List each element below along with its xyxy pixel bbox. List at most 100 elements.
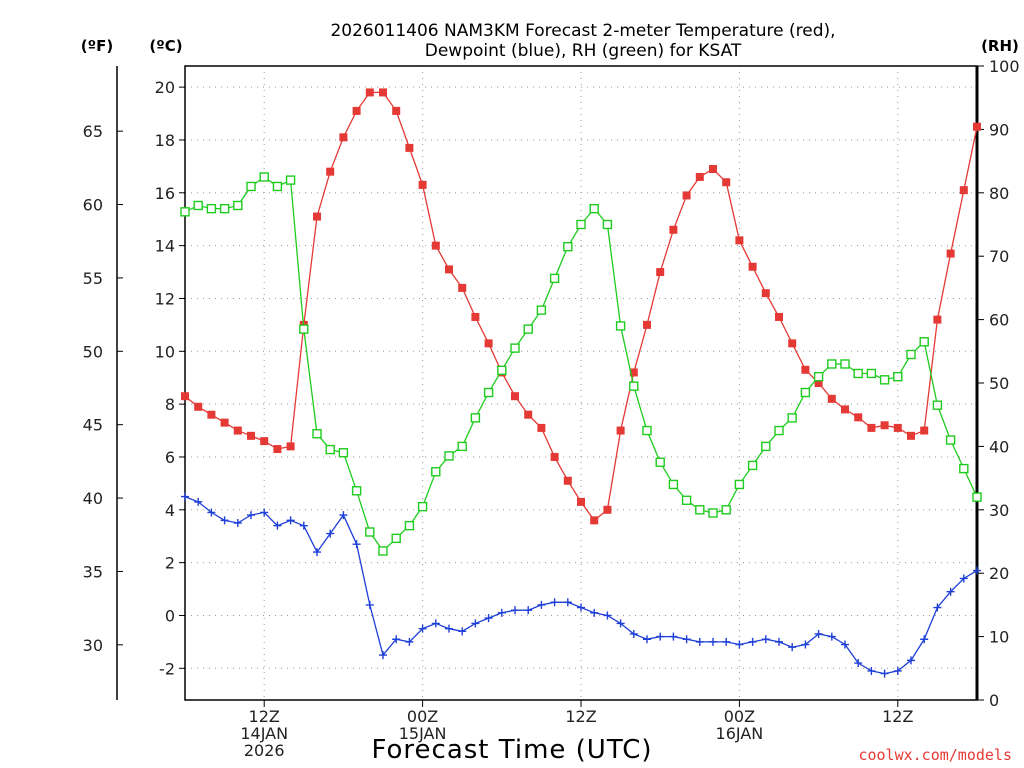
dewpoint-point: [365, 600, 374, 609]
rh-point: [853, 368, 863, 379]
rh-point: [510, 343, 520, 353]
rh-tick-label: 80: [989, 184, 1009, 203]
rh-point: [338, 448, 349, 458]
celsius-tick-label: 0: [165, 606, 175, 625]
dewpoint-point: [550, 598, 559, 607]
rh-point: [695, 505, 705, 515]
rh-point: [681, 495, 692, 505]
rh-point: [483, 387, 494, 398]
temperature-point: [880, 421, 889, 430]
dewpoint-point: [629, 629, 638, 638]
temperature-point: [590, 516, 599, 525]
dewpoint-point: [933, 603, 942, 612]
temperature-point: [233, 426, 242, 435]
temperature-point: [379, 88, 387, 97]
rh-point: [747, 460, 758, 471]
dewpoint-point: [458, 627, 467, 636]
rh-point: [536, 305, 547, 315]
rh-tick-label: 40: [989, 437, 1009, 456]
temperature-point: [959, 186, 968, 195]
temperature-point: [431, 241, 440, 250]
temperature-point: [841, 405, 849, 414]
dewpoint-point: [497, 608, 506, 617]
rh-point: [549, 273, 560, 284]
x-axis-title: Forecast Time (UTC): [371, 735, 652, 765]
rh-point: [813, 371, 824, 382]
rh-point: [734, 479, 745, 490]
rh-line: [184, 176, 978, 552]
rh-point: [457, 441, 467, 452]
rh-point: [431, 467, 441, 477]
rh-point: [417, 501, 428, 512]
rh-point: [945, 435, 956, 445]
dewpoint-point: [313, 548, 321, 557]
dewpoint-point: [431, 619, 440, 628]
rh-point: [879, 375, 890, 385]
dewpoint-point: [181, 492, 189, 501]
rh-tick-label: 70: [989, 247, 1009, 266]
rh-point: [365, 527, 375, 537]
time-tick-label: 00Z: [724, 707, 755, 726]
gridlines: [185, 66, 977, 700]
rh-point: [602, 219, 613, 230]
dewpoint-point: [814, 629, 823, 638]
time-tick-label: 12Z: [565, 707, 596, 726]
temperature-point: [629, 368, 638, 377]
dewpoint-point: [788, 643, 797, 652]
temperature-point: [220, 418, 229, 427]
dewpoint-point: [695, 637, 704, 646]
rh-point: [219, 203, 230, 214]
temperature-point: [537, 423, 546, 432]
rh-point: [893, 371, 903, 382]
temperature-point: [445, 265, 453, 274]
dewpoint-point: [907, 656, 915, 665]
dewpoint-point: [339, 511, 348, 520]
temperature-point: [392, 106, 401, 115]
rh-point: [497, 365, 507, 376]
dewpoint-point: [233, 519, 242, 528]
series-rh: [180, 172, 982, 556]
temperature-point: [656, 268, 665, 277]
celsius-tick-label: 10: [155, 342, 175, 361]
dewpoint-point: [537, 600, 546, 609]
celsius-tick-label: 8: [165, 395, 175, 414]
fahrenheit-tick-label: 50: [83, 342, 103, 361]
rh-point: [721, 505, 731, 515]
rh-point: [787, 413, 797, 423]
dewpoint-point: [484, 614, 493, 623]
rh-point: [272, 181, 283, 192]
temperature-point: [867, 423, 876, 432]
temperature-point: [775, 312, 783, 321]
dewpoint-point: [841, 640, 849, 649]
rh-point: [708, 508, 718, 518]
rh-point: [615, 321, 626, 331]
dewpoint-point: [735, 640, 744, 649]
time-tick-label: 14JAN: [240, 724, 288, 743]
dewpoint-point: [524, 606, 533, 615]
fahrenheit-tick-label: 60: [83, 196, 103, 215]
temperature-point: [524, 410, 533, 419]
dewpoint-point: [405, 637, 414, 646]
fahrenheit-tick-label: 65: [83, 122, 103, 141]
dewpoint-point: [563, 598, 572, 607]
temperature-point: [907, 431, 915, 440]
dewpoint-point: [445, 624, 453, 633]
rh-point: [972, 492, 982, 502]
celsius-tick-label: 20: [155, 78, 175, 97]
dewpoint-point: [801, 640, 810, 649]
rh-point: [800, 387, 811, 398]
fahrenheit-tick-label: 55: [83, 269, 103, 288]
celsius-tick-label: 18: [155, 131, 175, 150]
rh-point: [576, 219, 586, 230]
rh-point: [391, 533, 401, 544]
rh-tick-label: 50: [989, 374, 1009, 393]
temperature-point: [682, 191, 691, 200]
temperature-point: [484, 339, 493, 348]
celsius-tick-label: 16: [155, 184, 175, 203]
temperature-point: [722, 178, 731, 187]
rh-point: [866, 368, 877, 379]
dewpoint-point: [207, 508, 216, 517]
dewpoint-point: [722, 637, 731, 646]
series-dewpoint: [181, 492, 981, 678]
